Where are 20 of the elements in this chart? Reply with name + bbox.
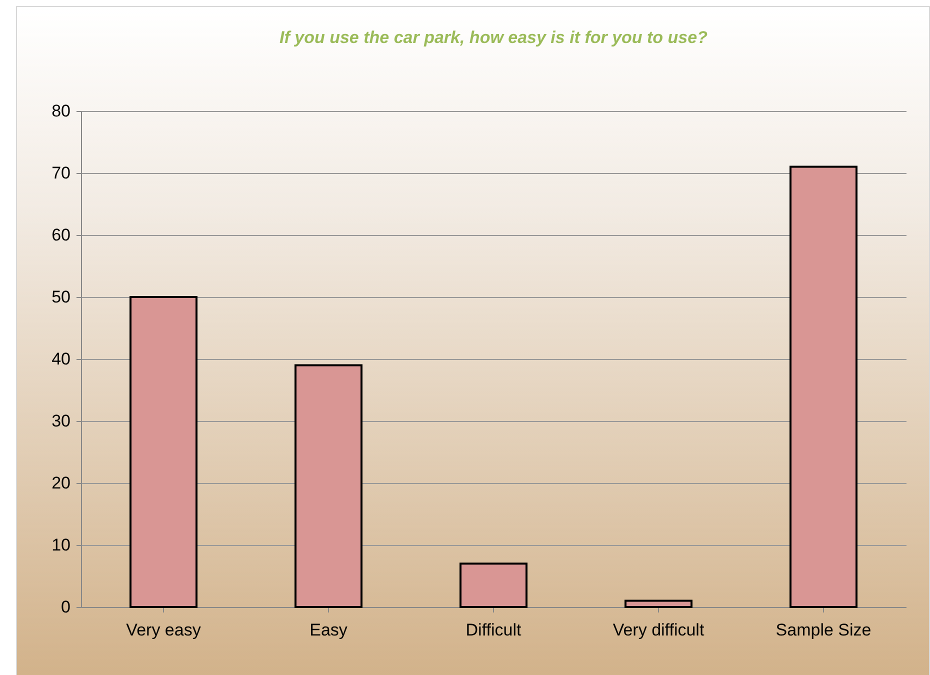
y-tick-label: 50 (52, 288, 70, 306)
bar (460, 562, 528, 608)
bar (624, 600, 692, 608)
y-tick-label: 80 (52, 102, 70, 120)
y-tick-label: 40 (52, 350, 70, 368)
y-tick-label: 20 (52, 474, 70, 492)
y-tick-label: 70 (52, 164, 70, 182)
bar (130, 296, 198, 608)
y-tick-label: 10 (52, 536, 70, 554)
x-tick-label: Difficult (466, 620, 522, 640)
x-tick-label: Easy (310, 620, 348, 640)
x-tick-label: Very easy (126, 620, 202, 640)
y-tick-label: 0 (61, 598, 70, 616)
bar (790, 166, 858, 608)
y-tick-label: 60 (52, 226, 70, 244)
bar (294, 364, 362, 608)
x-tick-label: Sample Size (776, 620, 872, 640)
y-tick-label: 30 (52, 412, 70, 430)
x-tick-label: Very difficult (612, 620, 704, 640)
chart-title: If you use the car park, how easy is it for you to use? (280, 28, 708, 47)
